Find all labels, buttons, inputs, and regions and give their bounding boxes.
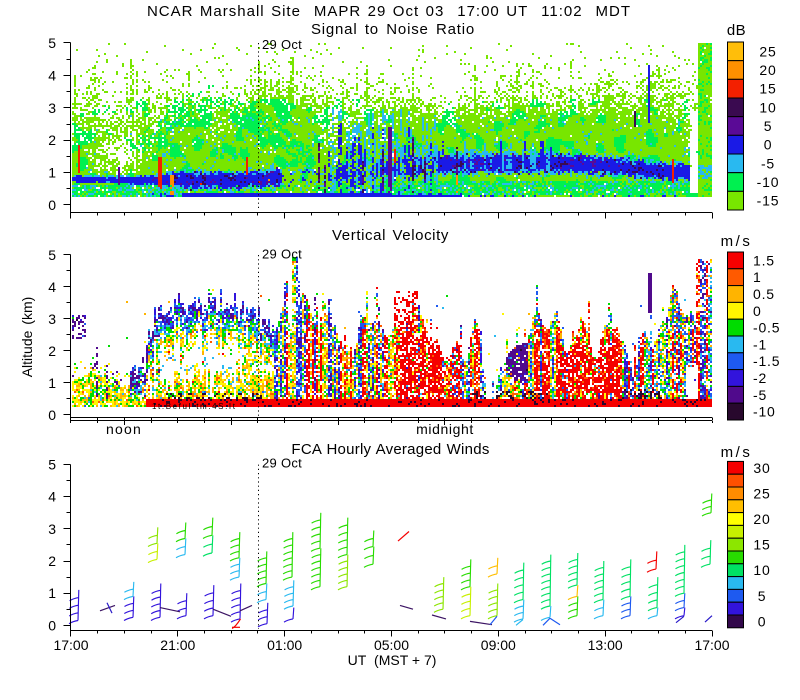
svg-text:3: 3 bbox=[48, 311, 56, 327]
svg-text:25: 25 bbox=[759, 43, 776, 59]
svg-text:4: 4 bbox=[48, 489, 56, 505]
svg-text:10: 10 bbox=[753, 562, 770, 578]
svg-text:20: 20 bbox=[753, 511, 770, 527]
svg-text:-5: -5 bbox=[753, 387, 767, 403]
svg-text:15: 15 bbox=[753, 537, 770, 553]
svg-text:0: 0 bbox=[48, 197, 56, 213]
svg-text:-2: -2 bbox=[753, 370, 767, 386]
svg-text:5: 5 bbox=[48, 247, 56, 263]
svg-text:30: 30 bbox=[753, 460, 770, 476]
svg-text:-0.5: -0.5 bbox=[753, 320, 780, 336]
svg-text:2: 2 bbox=[48, 553, 56, 569]
svg-text:4: 4 bbox=[48, 279, 56, 295]
svg-text:17:00: 17:00 bbox=[53, 637, 88, 653]
svg-text:29 Oct: 29 Oct bbox=[262, 456, 302, 471]
svg-text:05:00: 05:00 bbox=[374, 637, 409, 653]
svg-text:-5: -5 bbox=[761, 155, 775, 171]
svg-text:21:00: 21:00 bbox=[160, 637, 195, 653]
svg-text:m/s: m/s bbox=[721, 233, 753, 250]
svg-text:5: 5 bbox=[48, 35, 56, 51]
svg-text:4: 4 bbox=[48, 67, 56, 83]
svg-text:01:00: 01:00 bbox=[267, 637, 302, 653]
svg-text:1: 1 bbox=[753, 269, 762, 285]
svg-text:15: 15 bbox=[759, 81, 776, 97]
svg-text:0: 0 bbox=[764, 137, 773, 153]
svg-text:0: 0 bbox=[48, 407, 56, 423]
svg-text:1t.BefuI tm.4S.It: 1t.BefuI tm.4S.It bbox=[152, 402, 237, 411]
svg-text:-15: -15 bbox=[757, 193, 780, 209]
svg-text:FCA Hourly Averaged Winds: FCA Hourly Averaged Winds bbox=[291, 441, 489, 458]
svg-text:m/s: m/s bbox=[721, 444, 753, 461]
svg-text:29 Oct: 29 Oct bbox=[262, 247, 302, 262]
svg-text:5: 5 bbox=[764, 118, 773, 134]
svg-text:25: 25 bbox=[753, 485, 770, 501]
svg-text:-1.5: -1.5 bbox=[753, 353, 780, 369]
svg-text:-1: -1 bbox=[753, 336, 767, 352]
svg-text:UT (MST + 7): UT (MST + 7) bbox=[348, 652, 437, 668]
svg-text:0: 0 bbox=[48, 617, 56, 633]
svg-text:Vertical Velocity: Vertical Velocity bbox=[332, 227, 449, 244]
svg-text:2: 2 bbox=[48, 343, 56, 359]
svg-text:1: 1 bbox=[48, 375, 56, 391]
svg-text:Altitude (km): Altitude (km) bbox=[19, 297, 35, 378]
svg-text:3: 3 bbox=[48, 100, 56, 116]
svg-text:5: 5 bbox=[758, 588, 767, 604]
svg-text:0: 0 bbox=[758, 613, 767, 629]
svg-text:3: 3 bbox=[48, 521, 56, 537]
svg-text:0.5: 0.5 bbox=[753, 286, 775, 302]
svg-text:13:00: 13:00 bbox=[588, 637, 623, 653]
svg-text:dB: dB bbox=[727, 22, 746, 39]
svg-text:0: 0 bbox=[753, 303, 762, 319]
svg-text:5: 5 bbox=[48, 457, 56, 473]
svg-text:29 Oct: 29 Oct bbox=[262, 37, 302, 52]
svg-text:10: 10 bbox=[759, 99, 776, 115]
svg-text:20: 20 bbox=[759, 62, 776, 78]
svg-text:midnight: midnight bbox=[416, 421, 474, 437]
svg-text:1: 1 bbox=[48, 165, 56, 181]
svg-text:Signal to Noise Ratio: Signal to Noise Ratio bbox=[311, 21, 475, 38]
svg-text:09:00: 09:00 bbox=[481, 637, 516, 653]
svg-text:-10: -10 bbox=[753, 404, 776, 420]
svg-text:-10: -10 bbox=[757, 174, 780, 190]
svg-text:NCAR Marshall Site MAPR 29 Oc: NCAR Marshall Site MAPR 29 Oct 03 17:00 … bbox=[147, 3, 631, 20]
svg-text:1.5: 1.5 bbox=[753, 252, 775, 268]
svg-text:2: 2 bbox=[48, 132, 56, 148]
svg-text:1: 1 bbox=[48, 585, 56, 601]
svg-text:17:00: 17:00 bbox=[694, 637, 729, 653]
svg-text:noon: noon bbox=[106, 421, 142, 437]
